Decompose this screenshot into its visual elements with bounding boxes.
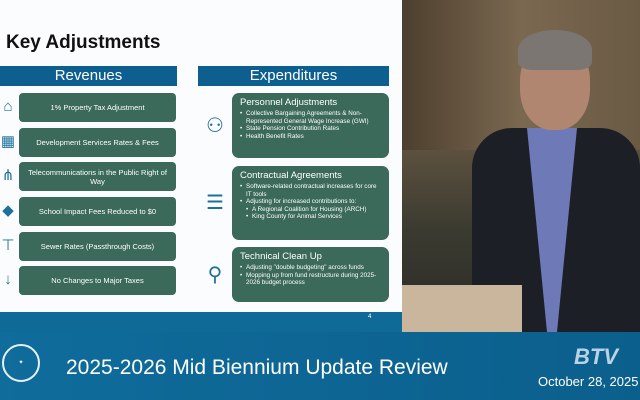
expenditure-item: Contractual Agreements Software-related c…	[232, 166, 389, 240]
expenditure-item: Personnel Adjustments Collective Bargaini…	[232, 93, 389, 158]
expenditures-header: Expenditures	[198, 66, 389, 86]
city-seal-logo: ✦	[2, 344, 40, 382]
desk	[402, 285, 522, 332]
revenue-item: 1% Property Tax Adjustment	[19, 93, 176, 122]
broadcast-lower-third	[0, 332, 640, 400]
bullet: Health Benefit Rates	[240, 133, 381, 141]
channel-logo: BTV	[574, 344, 618, 369]
arrow-down-icon: ↓	[4, 271, 12, 288]
revenue-item-label: Development Services Rates & Fees	[36, 138, 159, 147]
slide-title: Key Adjustments	[6, 32, 161, 53]
bullet: Adjusting for increased contributions to…	[240, 198, 381, 206]
antenna-tower-icon: ⋔	[1, 167, 15, 184]
revenue-item-label: 1% Property Tax Adjustment	[50, 103, 145, 112]
revenue-item-label: No Changes to Major Taxes	[51, 276, 144, 285]
revenue-item: No Changes to Major Taxes	[19, 266, 176, 295]
expenditure-item: Technical Clean Up Adjusting "double budg…	[232, 247, 389, 302]
revenue-item-label: Sewer Rates (Passthrough Costs)	[40, 242, 155, 251]
presentation-slide: Key Adjustments Revenues Expenditures ⌂ 1…	[0, 0, 402, 332]
bullet: Collective Bargaining Agreements & Non-R…	[240, 110, 381, 125]
slide-footer-strip	[0, 312, 402, 332]
expenditure-title: Technical Clean Up	[240, 251, 322, 262]
revenue-item: Sewer Rates (Passthrough Costs)	[19, 232, 176, 261]
bullet: King County for Animal Services	[240, 213, 381, 221]
revenue-item-label: School Impact Fees Reduced to $0	[38, 207, 157, 216]
bullet: State Pension Contribution Rates	[240, 125, 381, 133]
contract-icon: ☰	[206, 192, 224, 214]
bullet: Mopping up from fund restructure during …	[240, 272, 381, 287]
building-growth-icon: ▦	[0, 133, 16, 150]
people-growth-icon: ⚇	[206, 114, 224, 137]
expenditure-title: Personnel Adjustments	[240, 97, 338, 108]
bullet: A Regional Coalition for Housing (ARCH)	[240, 206, 381, 214]
broadcast-title: 2025-2026 Mid Biennium Update Review	[66, 356, 448, 379]
speaker-video	[402, 0, 640, 332]
speaker-hair	[518, 30, 592, 70]
revenue-item: Development Services Rates & Fees	[19, 128, 176, 157]
revenues-header: Revenues	[0, 66, 177, 86]
broadcast-date: October 28, 2025	[538, 374, 639, 389]
bullet: Adjusting "double budgeting" across fund…	[240, 264, 381, 272]
graduation-cap-icon: ◆	[2, 202, 14, 219]
revenue-item: School Impact Fees Reduced to $0	[19, 197, 176, 226]
revenue-item: Telecommunications in the Public Right o…	[19, 162, 176, 191]
bucket-mop-icon: ⚲	[207, 263, 223, 286]
house-icon: ⌂	[3, 98, 13, 115]
page-number: 4	[368, 314, 372, 320]
revenue-item-label: Telecommunications in the Public Right o…	[28, 167, 167, 186]
bullet: Software-related contractual increases f…	[240, 183, 381, 198]
expenditure-title: Contractual Agreements	[240, 170, 342, 181]
faucet-icon: ⊤	[1, 237, 15, 254]
